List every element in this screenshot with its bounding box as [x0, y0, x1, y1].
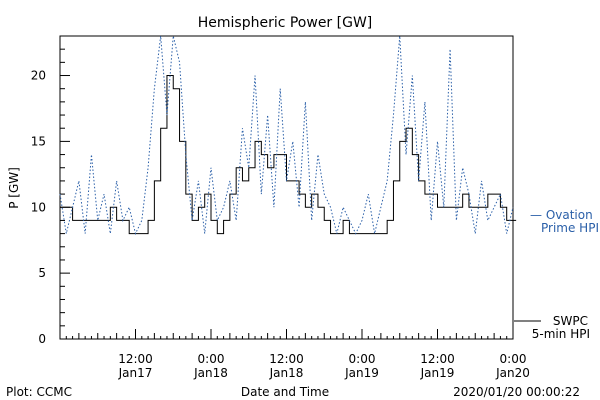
x-tick-time-label: 0:00	[198, 352, 225, 366]
y-axis: 0 5 10 15 20	[31, 35, 70, 346]
series-line-ovation	[59, 35, 514, 236]
y-tick-label: 15	[31, 134, 46, 148]
y-tick-label: 5	[38, 266, 46, 280]
x-tick-time-label: 0:00	[500, 352, 527, 366]
y-tick-label: 20	[31, 69, 46, 83]
x-tick-time-label: 0:00	[349, 352, 376, 366]
x-tick-date-label: Jan18	[269, 366, 304, 380]
legend-swpc-line2: 5-min HPI	[532, 327, 590, 341]
series-layer	[59, 35, 517, 236]
y-tick-label: 0	[38, 332, 46, 346]
legend-ovation-line1: — Ovation	[530, 208, 593, 222]
x-tick-date-label: Jan18	[193, 366, 228, 380]
x-axis-label: Date and Time	[241, 385, 329, 399]
chart-title: Hemispheric Power [GW]	[198, 15, 373, 31]
x-tick-date-label: Jan19	[344, 366, 379, 380]
footer-timestamp: 2020/01/20 00:00:22	[453, 385, 580, 399]
legend-ovation-line2: Prime HPI	[541, 221, 599, 235]
x-tick-time-label: 12:00	[269, 352, 304, 366]
y-tick-label: 10	[31, 200, 46, 214]
legend-swpc-line1: SWPC	[553, 314, 588, 328]
series-line-swpc	[60, 75, 517, 235]
x-tick-date-label: Jan17	[118, 366, 153, 380]
x-axis: 12:00Jan170:00Jan1812:00Jan180:00Jan1912…	[59, 329, 530, 380]
x-tick-date-label: Jan19	[420, 366, 455, 380]
x-tick-time-label: 12:00	[420, 352, 455, 366]
y-axis-label: P [GW]	[7, 167, 21, 209]
footer-plot-credit: Plot: CCMC	[6, 385, 72, 399]
x-tick-time-label: 12:00	[118, 352, 153, 366]
x-tick-date-label: Jan20	[495, 366, 530, 380]
